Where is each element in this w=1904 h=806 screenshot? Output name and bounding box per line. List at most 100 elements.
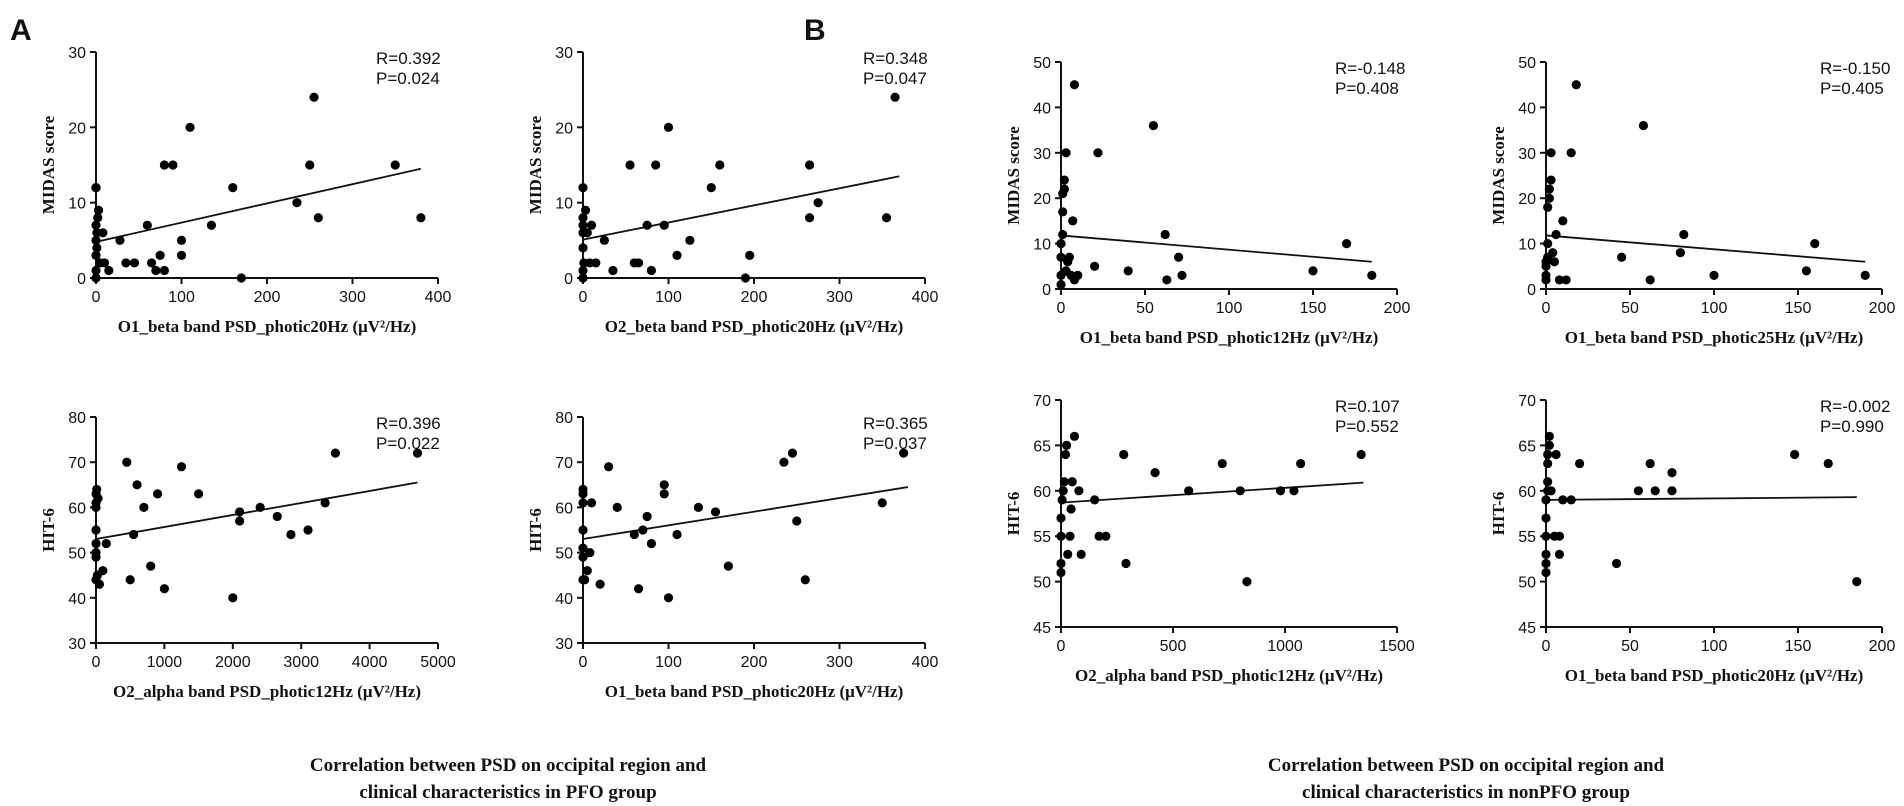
chart-a2-x-tick-label: 0 [579,289,588,306]
chart-b3-point [1275,486,1286,496]
chart-b1-point [1064,252,1074,262]
chart-a2-stat-r: R=0.348 [863,49,928,68]
chart-b3-point [1076,549,1086,559]
chart-a3-point [98,566,108,576]
chart-a4-point [710,507,721,517]
chart-a3-point [176,462,187,472]
chart-a3-point [146,561,156,571]
chart-b2-x-tick-label: 150 [1785,300,1812,317]
chart-a3: 30 40 50 60 70 80 0 1000 2000 3000 4000 5000 O2_alph… [39,410,456,701]
chart-b1-point [1148,120,1158,131]
chart-a1-x-tick-label: 0 [92,289,101,306]
chart-b4-point [1667,468,1677,478]
chart-b4-point [1645,458,1655,469]
chart-a3-point [91,525,101,535]
chart-a3-y-axis-label: HIT-6 [39,508,58,552]
chart-b1-point [1160,229,1170,240]
chart-a4-y-tick-label: 60 [555,500,573,517]
chart-a3-x-axis-label: O2_alpha band PSD_photic12Hz (μV²/Hz) [113,682,421,701]
chart-b3-point [1060,449,1071,460]
chart-b1-point [1056,252,1066,262]
chart-a1-y-tick-label: 10 [68,196,86,213]
chart-b2-point [1549,257,1559,267]
chart-b1-point [1059,175,1069,185]
chart-a3-point [255,502,265,512]
chart-a1-point [390,160,400,170]
chart-b1-point [1123,266,1133,276]
chart-b1-point [1090,261,1100,271]
chart-b4-point [1650,486,1660,496]
chart-a1-point [98,228,108,238]
chart-b2-y-tick-label: 10 [1518,237,1536,254]
chart-a2-x-axis-label: O2_beta band PSD_photic20Hz (μV²/Hz) [605,317,904,336]
caption-nonpfo: Correlation between PSD on occipital reg… [1166,752,1766,806]
chart-b3-y-tick-label: 60 [1033,484,1051,501]
chart-b2-y-axis-label: MIDAS score [1489,126,1508,225]
chart-b2-point [1543,239,1553,249]
chart-b2-y-tick-label: 0 [1527,282,1536,299]
chart-a4-point [663,593,674,603]
chart-b1-y-tick-label: 10 [1033,237,1051,254]
chart-b1-point [1093,148,1103,158]
chart-a4-y-tick-label: 40 [555,591,573,608]
chart-b2-point [1679,229,1689,240]
chart-b1-x-tick-label: 100 [1216,300,1243,317]
chart-a4-point [582,566,592,576]
chart-a4-point [633,584,644,594]
chart-b4-point [1611,558,1622,569]
chart-b1-y-tick-label: 0 [1042,282,1051,299]
chart-a3-point [194,489,204,499]
chart-a3-y-tick-label: 60 [68,500,86,517]
chart-a2-x-tick-label: 100 [655,289,682,306]
chart-a4-point [646,538,657,549]
chart-b4-y-tick-label: 50 [1518,575,1536,592]
chart-a1-point [168,160,178,170]
chart-a1-point [91,235,101,245]
chart-b2-point [1558,216,1568,226]
chart-b3-point [1235,486,1245,496]
chart-a2-point [804,160,815,170]
chart-a1-point [129,258,140,268]
chart-a1-point [93,213,103,223]
chart-a4-point [629,529,639,540]
chart-a2-point [659,220,669,230]
chart-b3-point [1121,558,1131,569]
chart-a4-point [604,462,614,472]
chart-a4-regression-line [582,486,909,540]
chart-a3-y-tick-label: 30 [68,636,86,653]
chart-b2-point [1544,193,1554,203]
chart-b1-x-tick-label: 200 [1384,300,1411,317]
chart-a1-point [91,250,101,260]
chart-a4-point [612,502,622,512]
chart-b1-y-tick-label: 40 [1033,100,1051,117]
chart-a2-y-tick-label: 0 [564,271,573,288]
chart-a3-point [320,498,330,508]
chart-b1-stat-r: R=-0.148 [1335,59,1405,78]
chart-a1-point [236,273,246,283]
chart-a4-point [586,498,597,508]
chart-b4-point [1558,495,1568,505]
chart-b1-point [1308,266,1318,276]
chart-b3-y-tick-label: 55 [1033,529,1051,546]
chart-b3-point [1074,486,1084,496]
chart-b3-x-tick-label: 0 [1057,638,1066,655]
chart-a3-point [228,593,238,603]
chart-b4-y-tick-label: 55 [1518,529,1536,546]
chart-b3-point [1067,477,1077,487]
chart-a3-point [122,457,132,467]
chart-a2-x-tick-label: 400 [912,289,939,306]
chart-b4-point [1541,549,1551,559]
chart-a3-point [235,516,245,526]
chart-b3-stat-p: P=0.552 [1335,417,1399,436]
chart-a3-point [132,480,142,490]
chart-a3-point [152,489,163,499]
chart-b4-x-tick-label: 200 [1869,638,1896,655]
chart-b3-x-tick-label: 1500 [1379,638,1415,655]
chart-a2-regression-line [582,175,900,241]
chart-b2-point [1810,239,1820,249]
chart-a1-point [91,220,101,230]
chart-b3-point [1296,458,1306,469]
chart-a1-stat-p: P=0.024 [376,69,440,88]
